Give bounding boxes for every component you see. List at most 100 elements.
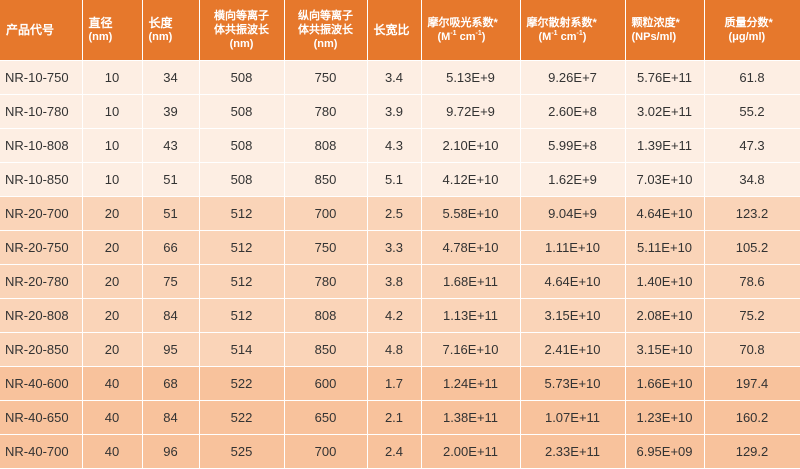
cell-length: 75 [142, 264, 200, 299]
cell-longitudinal-spr: 808 [284, 128, 368, 163]
table-row: NR-20-850 20 95 514 850 4.8 7.16E+10 2.41E+10 3.… [0, 332, 800, 367]
cell-mass-fraction: 34.8 [704, 162, 800, 197]
cell-transverse-spr: 514 [199, 332, 285, 367]
cell-molar-scattering: 9.04E+9 [520, 196, 626, 231]
cell-length: 96 [142, 434, 200, 469]
cell-particle-concentration: 5.11E+10 [625, 230, 705, 265]
cell-molar-absorption: 2.10E+10 [421, 128, 521, 163]
cell-longitudinal-spr: 700 [284, 196, 368, 231]
table-row: NR-10-750 10 34 508 750 3.4 5.13E+9 9.26E+7 5.76… [0, 60, 800, 95]
cell-particle-concentration: 1.66E+10 [625, 366, 705, 401]
cell-longitudinal-spr: 808 [284, 298, 368, 333]
cell-aspect-ratio: 3.4 [367, 60, 422, 95]
cell-transverse-spr: 508 [199, 94, 285, 129]
cell-product-code: NR-20-750 [0, 230, 83, 265]
cell-aspect-ratio: 4.3 [367, 128, 422, 163]
cell-longitudinal-spr: 780 [284, 94, 368, 129]
cell-product-code: NR-20-808 [0, 298, 83, 333]
header-length: 长度 (nm) [142, 0, 200, 61]
cell-length: 43 [142, 128, 200, 163]
cell-aspect-ratio: 2.1 [367, 400, 422, 435]
cell-product-code: NR-40-650 [0, 400, 83, 435]
cell-diameter: 40 [82, 366, 143, 401]
cell-mass-fraction: 70.8 [704, 332, 800, 367]
table-row: NR-40-600 40 68 522 600 1.7 1.24E+11 5.73E+10 1.… [0, 366, 800, 401]
cell-molar-scattering: 5.99E+8 [520, 128, 626, 163]
cell-mass-fraction: 75.2 [704, 298, 800, 333]
cell-molar-absorption: 4.12E+10 [421, 162, 521, 197]
cell-product-code: NR-20-850 [0, 332, 83, 367]
cell-transverse-spr: 512 [199, 298, 285, 333]
cell-particle-concentration: 3.15E+10 [625, 332, 705, 367]
table-row: NR-20-700 20 51 512 700 2.5 5.58E+10 9.04E+9 4.6… [0, 196, 800, 231]
cell-diameter: 20 [82, 230, 143, 265]
cell-mass-fraction: 47.3 [704, 128, 800, 163]
cell-molar-absorption: 7.16E+10 [421, 332, 521, 367]
table-row: NR-10-850 10 51 508 850 5.1 4.12E+10 1.62E+9 7.0… [0, 162, 800, 197]
header-transverse-spr: 横向等离子 体共振波长 (nm) [199, 0, 285, 61]
header-particle-concentration: 颗粒浓度* (NPs/ml) [625, 0, 705, 61]
cell-diameter: 10 [82, 162, 143, 197]
table-row: NR-10-780 10 39 508 780 3.9 9.72E+9 2.60E+8 3.02… [0, 94, 800, 129]
cell-mass-fraction: 129.2 [704, 434, 800, 469]
cell-particle-concentration: 5.76E+11 [625, 60, 705, 95]
cell-product-code: NR-10-850 [0, 162, 83, 197]
cell-aspect-ratio: 3.3 [367, 230, 422, 265]
cell-particle-concentration: 6.95E+09 [625, 434, 705, 469]
cell-aspect-ratio: 3.8 [367, 264, 422, 299]
cell-molar-scattering: 3.15E+10 [520, 298, 626, 333]
cell-transverse-spr: 525 [199, 434, 285, 469]
cell-molar-scattering: 4.64E+10 [520, 264, 626, 299]
cell-longitudinal-spr: 850 [284, 162, 368, 197]
cell-aspect-ratio: 2.4 [367, 434, 422, 469]
cell-molar-absorption: 1.24E+11 [421, 366, 521, 401]
cell-longitudinal-spr: 750 [284, 60, 368, 95]
cell-particle-concentration: 1.40E+10 [625, 264, 705, 299]
cell-length: 68 [142, 366, 200, 401]
cell-particle-concentration: 1.23E+10 [625, 400, 705, 435]
cell-molar-scattering: 9.26E+7 [520, 60, 626, 95]
cell-molar-absorption: 5.58E+10 [421, 196, 521, 231]
header-row: 产品代号 直径 (nm) 长度 (nm) 横向等离子 体共振波长 (nm) 纵向… [0, 0, 800, 61]
cell-length: 84 [142, 400, 200, 435]
cell-aspect-ratio: 4.2 [367, 298, 422, 333]
header-longitudinal-spr: 纵向等离子 体共振波长 (nm) [284, 0, 368, 61]
table-row: NR-10-808 10 43 508 808 4.3 2.10E+10 5.99E+8 1.3… [0, 128, 800, 163]
cell-molar-absorption: 1.13E+11 [421, 298, 521, 333]
cell-molar-scattering: 1.62E+9 [520, 162, 626, 197]
cell-transverse-spr: 512 [199, 230, 285, 265]
cell-particle-concentration: 3.02E+11 [625, 94, 705, 129]
cell-diameter: 20 [82, 332, 143, 367]
table-row: NR-40-700 40 96 525 700 2.4 2.00E+11 2.33E+11 6.… [0, 434, 800, 469]
table-row: NR-20-808 20 84 512 808 4.2 1.13E+11 3.15E+10 2.… [0, 298, 800, 333]
header-diameter: 直径 (nm) [82, 0, 143, 61]
cell-transverse-spr: 522 [199, 366, 285, 401]
cell-longitudinal-spr: 700 [284, 434, 368, 469]
cell-molar-scattering: 2.60E+8 [520, 94, 626, 129]
cell-longitudinal-spr: 750 [284, 230, 368, 265]
table-body: NR-10-750 10 34 508 750 3.4 5.13E+9 9.26E+7 5.76… [0, 60, 800, 469]
table-row: NR-20-750 20 66 512 750 3.3 4.78E+10 1.11E+10 5.… [0, 230, 800, 265]
cell-transverse-spr: 512 [199, 264, 285, 299]
cell-particle-concentration: 7.03E+10 [625, 162, 705, 197]
cell-transverse-spr: 508 [199, 60, 285, 95]
cell-product-code: NR-10-750 [0, 60, 83, 95]
cell-length: 34 [142, 60, 200, 95]
cell-mass-fraction: 105.2 [704, 230, 800, 265]
cell-diameter: 20 [82, 264, 143, 299]
cell-product-code: NR-20-700 [0, 196, 83, 231]
cell-diameter: 20 [82, 196, 143, 231]
cell-molar-absorption: 1.38E+11 [421, 400, 521, 435]
cell-diameter: 20 [82, 298, 143, 333]
cell-aspect-ratio: 1.7 [367, 366, 422, 401]
cell-product-code: NR-40-700 [0, 434, 83, 469]
cell-mass-fraction: 61.8 [704, 60, 800, 95]
cell-length: 51 [142, 196, 200, 231]
cell-molar-absorption: 2.00E+11 [421, 434, 521, 469]
header-molar-scattering: 摩尔散射系数* (M-1 cm-1) [520, 0, 626, 61]
cell-molar-scattering: 2.41E+10 [520, 332, 626, 367]
cell-molar-absorption: 5.13E+9 [421, 60, 521, 95]
cell-product-code: NR-40-600 [0, 366, 83, 401]
cell-molar-scattering: 1.11E+10 [520, 230, 626, 265]
